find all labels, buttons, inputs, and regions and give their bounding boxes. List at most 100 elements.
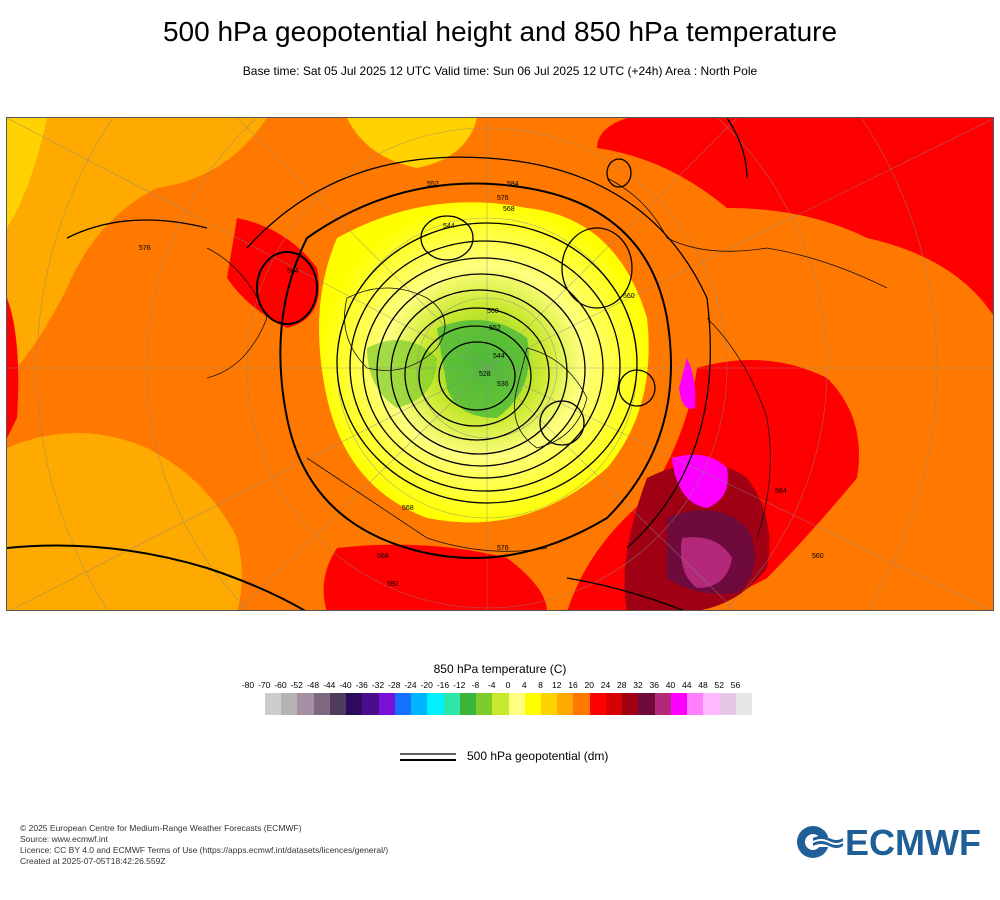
contour-label: 584	[775, 488, 787, 495]
colorbar-tick-label: -36	[355, 680, 368, 690]
colorbar-tick-label: 48	[698, 680, 708, 690]
colorbar-tick-label: 4	[521, 680, 527, 690]
colorbar-swatch	[540, 693, 558, 715]
colorbar-swatch	[638, 693, 655, 715]
colorbar-tick-label: 12	[552, 680, 562, 690]
colorbar-tick-label: -8	[471, 680, 480, 690]
contour-label: 576	[497, 195, 509, 202]
warm-field-north	[347, 118, 477, 168]
colorbar-tick-label: 0	[505, 680, 511, 690]
colorbar-tick-label: -48	[306, 680, 320, 690]
colorbar: -80 -70 -60 -52 -48 -44 -40 -36 -32 -28 -24 -20 -16-…	[240, 680, 760, 720]
licence-text: Licence: CC BY 4.0 and ECMWF Terms of Us…	[20, 845, 389, 855]
hot-pink-spot	[679, 358, 696, 409]
colorbar-swatch	[394, 693, 412, 715]
colorbar-tick-label: 40	[665, 680, 676, 690]
colorbar-swatch	[265, 693, 282, 715]
colorbar-swatch	[459, 693, 477, 715]
geopotential-contours	[7, 118, 748, 610]
colorbar-swatch	[524, 693, 541, 715]
colorbar-swatch	[329, 693, 347, 715]
colorbar-tick-label: 44	[682, 680, 692, 690]
contour-label: 568	[503, 206, 515, 213]
extreme-hot-magenta	[681, 537, 732, 588]
contour-label: 568	[377, 553, 389, 560]
colorbar-swatch	[281, 693, 298, 715]
contour-label: 544	[493, 353, 505, 360]
colorbar-swatch	[670, 693, 688, 715]
colorbar-swatch	[443, 693, 460, 715]
contour-label: 560	[812, 553, 824, 560]
colorbar-swatch	[362, 693, 379, 715]
warm-field-southwest	[7, 433, 242, 610]
page-subtitle: Base time: Sat 05 Jul 2025 12 UTC Valid …	[242, 64, 758, 78]
footer: © 2025 European Centre for Medium-Range …	[20, 823, 388, 867]
cold-core-west	[367, 340, 437, 408]
contour-labels: 584 576 568 560 552 544 536 528 544 552 …	[139, 181, 824, 588]
colorbar-tick-label: 52	[714, 680, 724, 690]
warm-field-northwest	[7, 118, 267, 378]
colorbar-tick-label: -24	[404, 680, 417, 690]
colorbar-tick-label: -16	[436, 680, 450, 690]
ecmwf-logo-text: ECMWF	[845, 822, 981, 863]
colorbar-tick-label: -12	[453, 680, 466, 690]
colorbar-swatch	[654, 693, 671, 715]
contour-label: 592	[387, 581, 399, 588]
colorbar-swatch	[297, 693, 314, 715]
ecmwf-logo-icon	[797, 826, 843, 858]
colorbar-ticks: -80 -70 -60 -52 -48 -44 -40 -36 -32 -28 -24 -20 -16-…	[240, 680, 760, 694]
colorbar-tick-label: -32	[371, 680, 385, 690]
contour-label: 568	[402, 505, 414, 512]
colorbar-swatch	[719, 693, 736, 715]
colorbar-tick-label: 56	[730, 680, 741, 690]
hot-field-northeast	[597, 118, 993, 316]
colorbar-tick-label: 20	[584, 680, 594, 690]
colorbar-tick-label: -60	[274, 680, 287, 690]
contour-label: 560	[623, 293, 635, 300]
colorbar-swatch	[622, 693, 639, 715]
contour-label: 544	[443, 223, 455, 230]
colorbar-tick-label: 24	[600, 680, 611, 690]
hot-field-south	[323, 544, 547, 610]
map-panel[interactable]: 584 576 568 560 552 544 536 528 544 552 …	[6, 117, 994, 611]
colorbar-tick-label: -44	[323, 680, 336, 690]
colorbar-tick-label: 8	[538, 680, 543, 690]
colorbar-tick-label: -28	[388, 680, 401, 690]
contour-label: 584	[287, 268, 299, 275]
colorbar-swatch	[735, 693, 753, 715]
source-text: Source: www.ecmwf.int	[20, 834, 108, 844]
contour-label: 576	[139, 245, 151, 252]
map-svg: 584 576 568 560 552 544 536 528 544 552 …	[7, 118, 993, 610]
colorbar-tick-label: -70	[258, 680, 271, 690]
colorbar-tick-label: 36	[649, 680, 659, 690]
colorbar-swatch	[687, 693, 704, 715]
colorbar-swatch	[427, 693, 444, 715]
ecmwf-logo: ECMWF	[795, 822, 985, 863]
colorbar-tick-label: 28	[617, 680, 627, 690]
colorbar-swatch	[557, 693, 574, 715]
colorbar-tick-label: 16	[568, 680, 578, 690]
contour-label: 584	[507, 181, 519, 188]
colorbar-swatch	[411, 693, 428, 715]
colorbar-swatch	[703, 693, 720, 715]
contour-label: 528	[479, 371, 491, 378]
colorbar-tick-label: -40	[339, 680, 352, 690]
warm-field-corner	[7, 118, 47, 228]
contour-label: 552	[427, 181, 439, 188]
colorbar-swatch	[313, 693, 330, 715]
colorbar-tick-label: -52	[290, 680, 303, 690]
colorbar-swatch	[492, 693, 509, 715]
colorbar-swatch	[378, 693, 395, 715]
colorbar-title: 850 hPa temperature (C)	[433, 662, 567, 676]
contour-label: 560	[487, 308, 499, 315]
created-text: Created at 2025-07-05T18:42:26.559Z	[20, 856, 166, 866]
colorbar-tick-label: -4	[487, 680, 496, 690]
contour-label: 576	[497, 545, 509, 552]
colorbar-swatch	[589, 693, 606, 715]
colorbar-swatch	[605, 693, 623, 715]
colorbar-tick-label: 32	[633, 680, 643, 690]
colorbar-swatch	[508, 693, 525, 715]
contour-label: 536	[497, 381, 509, 388]
colorbar-swatch	[476, 693, 493, 715]
colorbar-swatches	[265, 693, 753, 715]
